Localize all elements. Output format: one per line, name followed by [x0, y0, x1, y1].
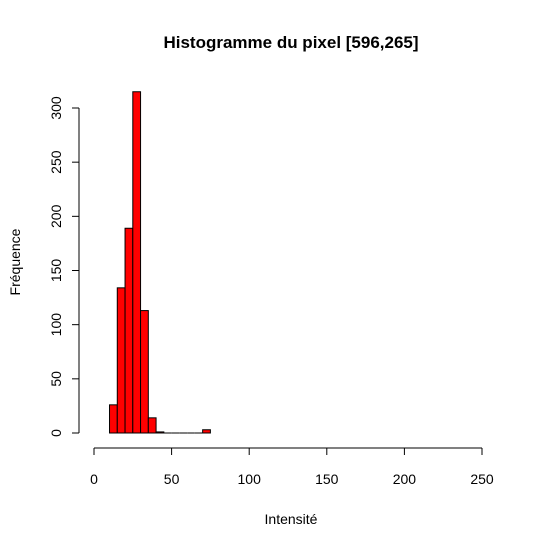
histogram-bar [116, 287, 126, 434]
histogram-bar [147, 417, 157, 434]
y-tick-label: 50 [48, 371, 64, 387]
x-axis-label: Intensité [265, 511, 318, 527]
chart-title: Histogramme du pixel [596,265] [163, 33, 418, 52]
y-tick-label: 300 [48, 96, 64, 120]
bars-group [109, 91, 211, 434]
y-tick-label: 150 [48, 259, 64, 283]
y-axis: 0 50 100 150 200 250 300 [48, 96, 80, 437]
y-axis-label: Fréquence [7, 228, 23, 295]
x-tick-label: 100 [238, 471, 262, 487]
histogram-bar [124, 227, 134, 434]
x-tick-label: 150 [315, 471, 339, 487]
y-tick-label: 250 [48, 150, 64, 174]
histogram-bar [140, 310, 149, 434]
y-tick-label: 200 [48, 204, 64, 228]
x-axis: 0 50 100 150 200 250 [90, 447, 494, 487]
y-tick-label: 100 [48, 313, 64, 337]
histogram-bar [109, 404, 118, 434]
x-tick-label: 50 [164, 471, 180, 487]
histogram-bar [202, 429, 211, 434]
histogram-bar [132, 91, 142, 434]
x-tick-label: 250 [470, 471, 494, 487]
y-tick-label: 0 [48, 429, 64, 437]
x-tick-label: 200 [393, 471, 417, 487]
histogram-bar [155, 431, 165, 434]
x-tick-label: 0 [90, 471, 98, 487]
